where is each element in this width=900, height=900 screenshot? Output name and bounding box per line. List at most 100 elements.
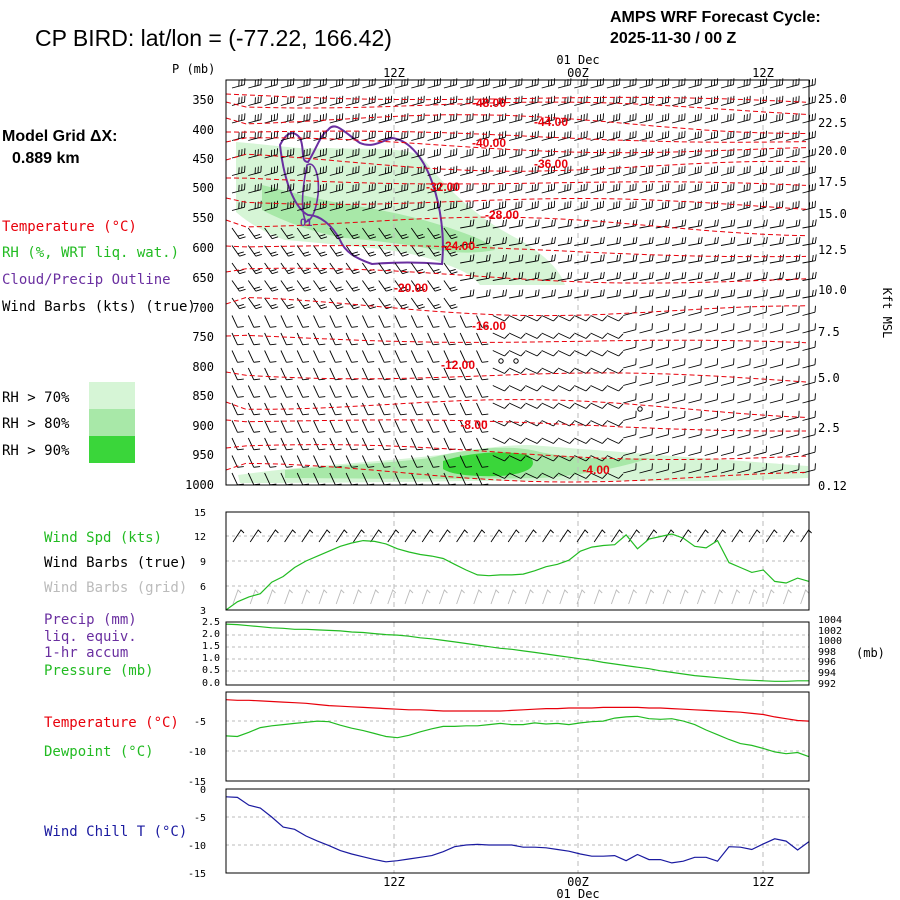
wind-barb [508, 183, 524, 193]
wind-barb [785, 411, 801, 421]
wind-barb [655, 289, 671, 298]
wind-barb [524, 201, 540, 211]
wind-barb [703, 183, 719, 193]
wind-barb [736, 219, 752, 228]
wind-barb [330, 435, 342, 451]
wind-barb [687, 306, 703, 316]
wind-barb [444, 383, 456, 399]
altitude-tick-label: 15.0 [818, 207, 847, 221]
wind-barb [752, 148, 768, 158]
wind-barb [671, 289, 687, 298]
wind-barb [428, 400, 440, 416]
wind-barb [346, 383, 358, 399]
wind-barb-grid [319, 590, 327, 604]
wind-barb [589, 148, 605, 158]
calm-marker [499, 359, 503, 363]
wind-barb [703, 323, 719, 333]
wind-barb-grid [525, 590, 533, 604]
wind-barb [281, 313, 293, 329]
wind-barb [265, 313, 277, 329]
wind-barb [362, 400, 374, 416]
isotherm-label: -8.00 [460, 418, 488, 432]
wind-barb [558, 415, 574, 427]
wind-barb [265, 383, 277, 399]
wind-barb [558, 380, 574, 392]
wind-barb [720, 272, 736, 281]
wind-barb [703, 341, 719, 351]
wind-barb [638, 166, 654, 176]
wind-barb [671, 219, 687, 228]
wind-barb [232, 313, 244, 329]
wind-barb [768, 323, 784, 333]
wind-barb [638, 306, 654, 316]
wind-barb [638, 289, 654, 298]
wind-barb [590, 237, 606, 246]
pressure-tick-label: 800 [192, 360, 214, 374]
precip-frame [226, 622, 809, 685]
wind-barb-grid [766, 590, 774, 604]
wind-barb [428, 313, 440, 329]
wind-barb [638, 376, 654, 386]
wind-barb [265, 277, 279, 293]
wind-barb [524, 183, 540, 193]
wind-barb [459, 183, 475, 193]
wind-barb [719, 131, 735, 141]
wind-barb [591, 310, 607, 322]
wind-barb-grid [594, 590, 602, 604]
wind-barb [573, 148, 589, 158]
wind-barb [297, 348, 309, 364]
wind-barb [719, 201, 735, 211]
wind-barb [361, 96, 377, 106]
wind-barb [281, 365, 293, 381]
wind-barb [654, 183, 670, 193]
wind-barb [719, 341, 735, 351]
wind-barb [477, 400, 489, 416]
wind-chill-panel: Wind Chill T (°C) 0 -5 -10 -15 [44, 785, 809, 880]
legend-swatch-rh80 [89, 409, 135, 436]
cross-section-panel: 01 -48.00 -44.00 -40.00 -36.00 -32.00 -2… [185, 78, 847, 493]
isotherm-label: -48.00 [472, 96, 506, 110]
wind-barb [542, 433, 558, 445]
isotherm-label: -44.00 [534, 115, 568, 129]
wind-barb [428, 435, 440, 451]
alt-axis-title: Kft MSL [880, 288, 894, 339]
wind-barb [232, 330, 244, 346]
legend-swatch-rh90 [89, 436, 135, 463]
altitude-tick-label: 17.5 [818, 175, 847, 189]
wind-barb [444, 277, 458, 293]
bottom-tick-12z-b: 12Z [752, 875, 774, 889]
wind-barb [573, 289, 589, 298]
wind-barb [541, 219, 557, 228]
pressure-tick: 996 [818, 657, 836, 668]
wind-barb [346, 260, 360, 276]
temperature-label: Temperature (°C) [44, 715, 179, 731]
wind-barb [785, 219, 801, 228]
wind-barb [785, 446, 801, 456]
pressure-tick-label: 850 [192, 389, 214, 403]
wind-barb [330, 277, 344, 293]
wind-barb [525, 345, 541, 357]
wind-barb [768, 201, 784, 211]
wind-barb-grid [508, 590, 516, 604]
wind-barb [314, 435, 326, 451]
wind-barb [687, 376, 703, 386]
precip-tick: 2.0 [202, 629, 220, 640]
wind-barb [703, 446, 719, 456]
wind-barb-grid [680, 590, 688, 604]
wind-barb [719, 393, 735, 403]
station-title: CP BIRD: lat/lon = (-77.22, 166.42) [35, 25, 392, 51]
wind-barb [785, 393, 801, 403]
wind-barb-grid [388, 590, 396, 604]
wind-barb [622, 376, 638, 386]
wind-barb [542, 415, 558, 427]
wind-barb [379, 313, 391, 329]
wind-barb [557, 237, 573, 246]
wind-barb [654, 341, 670, 351]
wind-barb [736, 96, 752, 106]
wind-barb [557, 219, 573, 228]
wind-barb [736, 289, 752, 298]
wind-barb [525, 328, 541, 340]
wind-barb [411, 365, 423, 381]
wind-barb [248, 313, 260, 329]
wind-barb [263, 96, 279, 106]
